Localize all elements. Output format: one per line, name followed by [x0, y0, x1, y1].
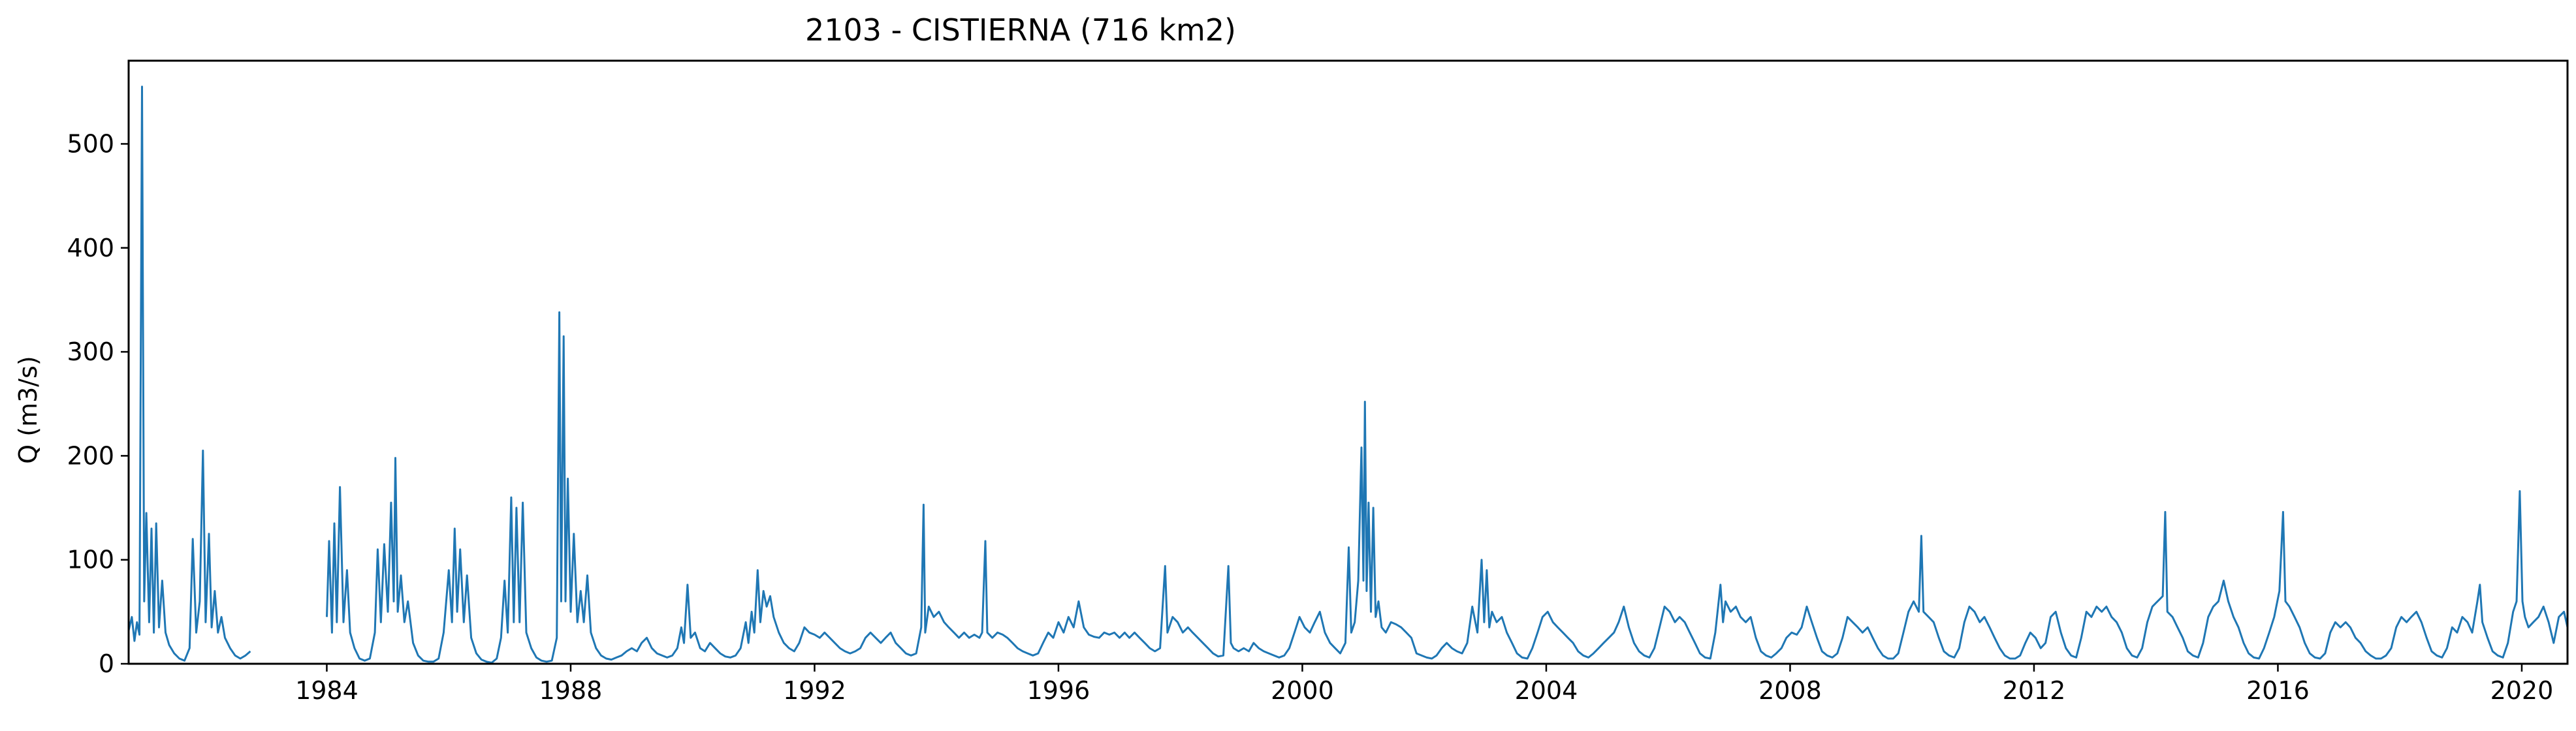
x-tick-label: 2000: [1271, 676, 1334, 705]
x-tick-label: 1996: [1027, 676, 1090, 705]
x-tick-label: 2016: [2246, 676, 2310, 705]
y-tick-label: 500: [67, 129, 114, 158]
series-layer: [129, 86, 2568, 664]
x-tick-label: 2004: [1515, 676, 1578, 705]
x-tick-label: 1992: [783, 676, 846, 705]
plot-frame: [127, 59, 2569, 665]
x-tick-label: 2012: [2003, 676, 2066, 705]
discharge-series-line: [129, 86, 2568, 664]
chart-title: 2103 - CISTIERNA (716 km2): [805, 12, 1236, 48]
y-tick-label: 100: [67, 546, 114, 574]
y-tick-label: 400: [67, 234, 114, 262]
x-tick-label: 2020: [2490, 676, 2554, 705]
x-tick-label: 1988: [539, 676, 603, 705]
x-tick-label: 1984: [295, 676, 358, 705]
y-tick-label: 200: [67, 441, 114, 470]
x-axis-ticks: 1984 1988 1992 1996 2000 2004 2008 2012 2016 2020: [295, 664, 2553, 705]
y-axis-ticks: 0 100 200 300 400 500: [67, 129, 129, 678]
x-tick-label: 2008: [1758, 676, 1822, 705]
y-tick-label: 0: [99, 649, 114, 678]
y-axis-label: Q (m3/s): [14, 356, 42, 463]
y-tick-label: 300: [67, 337, 114, 366]
